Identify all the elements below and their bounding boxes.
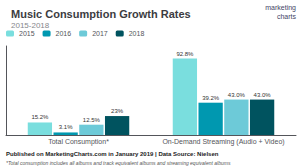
svg-text:Published on MarketingCharts.c: Published on MarketingCharts.com in Janu… <box>6 151 219 157</box>
svg-text:23%: 23% <box>111 108 124 114</box>
svg-text:2015-2018: 2015-2018 <box>11 21 50 30</box>
svg-text:marketing: marketing <box>265 4 296 12</box>
svg-text:2015: 2015 <box>19 30 35 37</box>
svg-text:92.8%: 92.8% <box>176 51 194 57</box>
svg-text:15.2%: 15.2% <box>31 114 49 120</box>
svg-text:43.0%: 43.0% <box>254 92 272 98</box>
svg-text:39.2%: 39.2% <box>202 95 220 101</box>
svg-text:43.0%: 43.0% <box>228 92 246 98</box>
svg-text:2017: 2017 <box>92 30 108 37</box>
svg-text:2018: 2018 <box>129 30 145 37</box>
svg-text:2016: 2016 <box>56 30 72 37</box>
svg-text:charts: charts <box>277 13 297 20</box>
svg-text:12.5%: 12.5% <box>83 117 101 123</box>
svg-text:On-Demand Streaming (Audio + V: On-Demand Streaming (Audio + Video) <box>162 138 284 146</box>
svg-text:*Total consumption includes al: *Total consumption includes all albums a… <box>6 160 231 166</box>
svg-text:Total Consumption*: Total Consumption* <box>48 138 109 146</box>
svg-text:3.1%: 3.1% <box>59 124 73 130</box>
svg-text:Music Consumption Growth Rates: Music Consumption Growth Rates <box>11 8 191 20</box>
